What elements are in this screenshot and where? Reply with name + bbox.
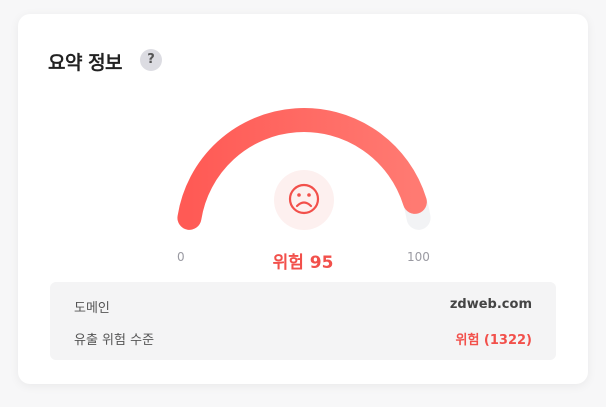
info-value: 위험 (1322)	[455, 333, 532, 348]
sad-face-icon	[274, 170, 334, 230]
info-value: zdweb.com	[449, 297, 532, 312]
gauge-max-label: 100	[407, 250, 430, 264]
info-label: 유출 위험 수준	[74, 333, 155, 348]
card-title: 요약 정보	[48, 52, 123, 74]
info-panel: 도메인 zdweb.com 유출 위험 수준 위험 (1322)	[50, 282, 556, 360]
risk-score: 위험 95	[272, 253, 334, 273]
info-row-domain: 도메인 zdweb.com	[74, 297, 532, 316]
summary-card: 요약 정보 ? 0 100 위험 95 도메인 zdweb.com 유출 위험 …	[18, 14, 588, 384]
risk-gauge	[177, 108, 431, 230]
gauge-fill	[177, 108, 427, 230]
info-row-leak-risk: 유출 위험 수준 위험 (1322)	[74, 329, 532, 348]
info-label: 도메인	[74, 301, 110, 316]
gauge-min-label: 0	[177, 250, 185, 264]
question-icon[interactable]: ?	[140, 49, 162, 71]
